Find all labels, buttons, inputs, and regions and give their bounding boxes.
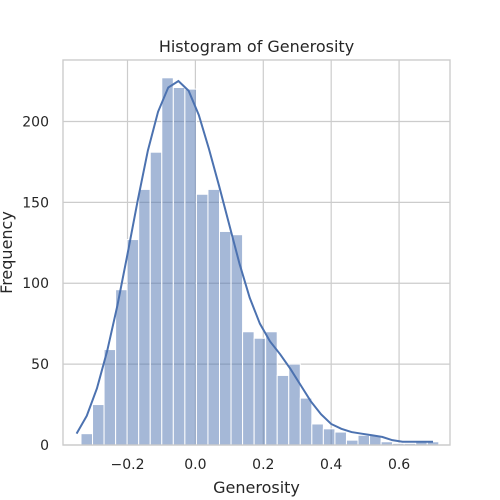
histogram-bar: [358, 435, 370, 445]
histogram-bar: [196, 194, 208, 445]
histogram-bar: [208, 189, 220, 445]
y-axis-label: Frequency: [0, 211, 16, 294]
histogram-bar: [150, 152, 162, 445]
x-tick-label: 0.4: [320, 457, 342, 473]
histogram-bar: [93, 405, 105, 445]
histogram-bar: [81, 434, 93, 445]
histogram-bar: [346, 440, 358, 445]
x-tick-label: 0.6: [388, 457, 410, 473]
y-tick-label: 150: [22, 195, 49, 211]
x-axis-label: Generosity: [213, 478, 300, 497]
histogram-bar: [127, 240, 139, 445]
y-tick-label: 100: [22, 276, 49, 292]
y-tick-label: 200: [22, 114, 49, 130]
histogram-bar: [173, 88, 185, 446]
histogram-bar: [219, 231, 231, 445]
histogram-bar: [254, 338, 266, 445]
histogram-bar: [162, 78, 174, 445]
chart-title: Histogram of Generosity: [159, 37, 354, 56]
y-axis-ticks: 0 50 100 150 200: [22, 114, 49, 454]
histogram-bar: [277, 375, 289, 445]
x-axis-ticks: −0.2 0.0 0.2 0.4 0.6: [111, 457, 411, 473]
histogram-bar: [104, 350, 116, 445]
histogram-bars: [81, 78, 439, 445]
histogram-bar: [243, 332, 255, 445]
y-tick-label: 50: [31, 357, 49, 373]
histogram-bar: [312, 424, 324, 445]
x-tick-label: 0.0: [184, 457, 206, 473]
histogram-bar: [300, 398, 312, 445]
histogram-bar: [116, 290, 128, 445]
y-tick-label: 0: [40, 438, 49, 454]
x-tick-label: 0.2: [252, 457, 274, 473]
histogram-bar: [139, 189, 151, 445]
histogram-bar: [185, 89, 197, 445]
histogram-bar: [323, 429, 335, 445]
histogram-bar: [335, 432, 347, 445]
x-tick-label: −0.2: [111, 457, 145, 473]
